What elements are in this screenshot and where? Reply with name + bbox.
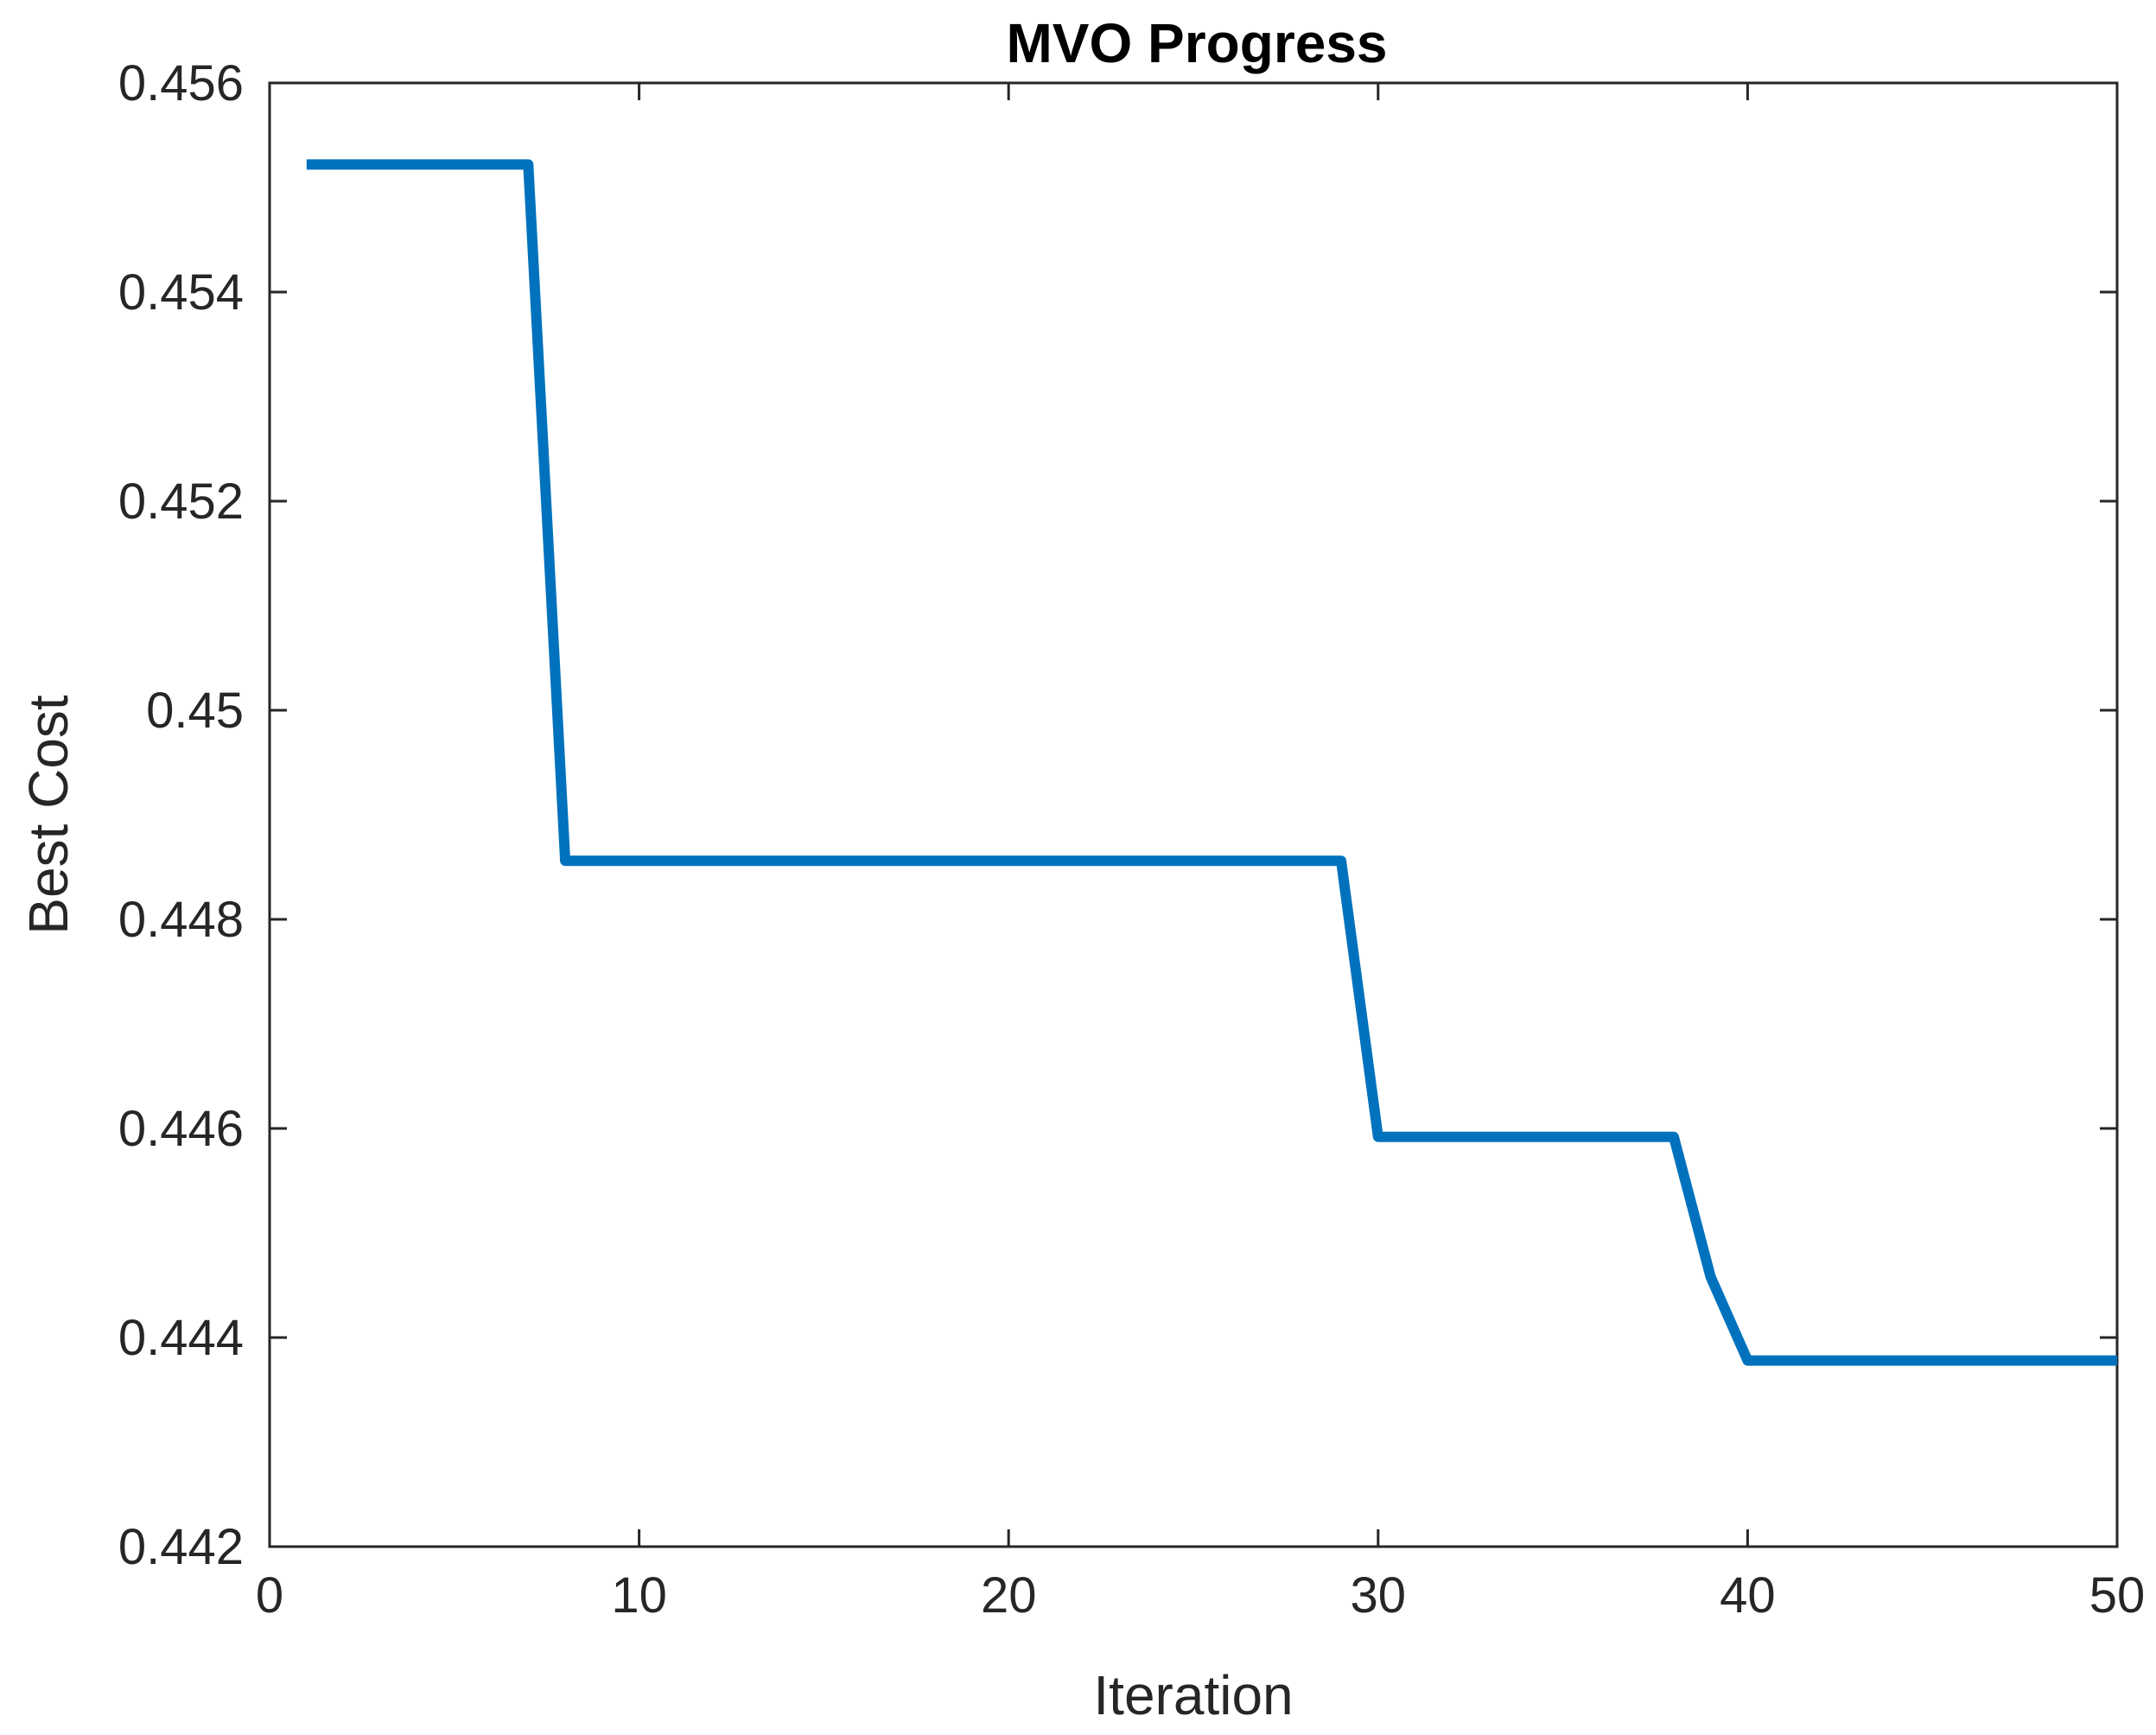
y-tick-label: 0.446 xyxy=(118,1101,244,1157)
series-line-best-cost xyxy=(306,159,2117,1366)
y-tick-label: 0.456 xyxy=(118,55,244,111)
x-axis-label: Iteration xyxy=(1093,1664,1293,1726)
y-tick-label: 0.442 xyxy=(118,1519,244,1575)
y-tick-label: 0.448 xyxy=(118,892,244,948)
y-tick-label: 0.454 xyxy=(118,264,244,321)
x-tick-label: 40 xyxy=(1720,1567,1776,1624)
x-tick-label: 10 xyxy=(611,1567,667,1624)
y-tick-label: 0.452 xyxy=(118,473,244,530)
x-tick-label: 0 xyxy=(256,1567,283,1624)
x-tick-label: 50 xyxy=(2089,1567,2146,1624)
x-tick-label: 20 xyxy=(981,1567,1037,1624)
y-tick-label: 0.444 xyxy=(118,1310,244,1366)
y-axis-label: Best Cost xyxy=(17,695,79,935)
chart-title: MVO Progress xyxy=(1006,12,1387,74)
plot-area xyxy=(268,81,2119,1548)
x-tick-label: 30 xyxy=(1351,1567,1407,1624)
y-axis: 0.442 0.444 0.446 0.448 0.45 0.452 0.454 0.456 xyxy=(118,55,2117,1575)
y-tick-label: 0.45 xyxy=(146,683,244,739)
x-axis: 0 10 20 30 40 50 xyxy=(256,83,2145,1624)
